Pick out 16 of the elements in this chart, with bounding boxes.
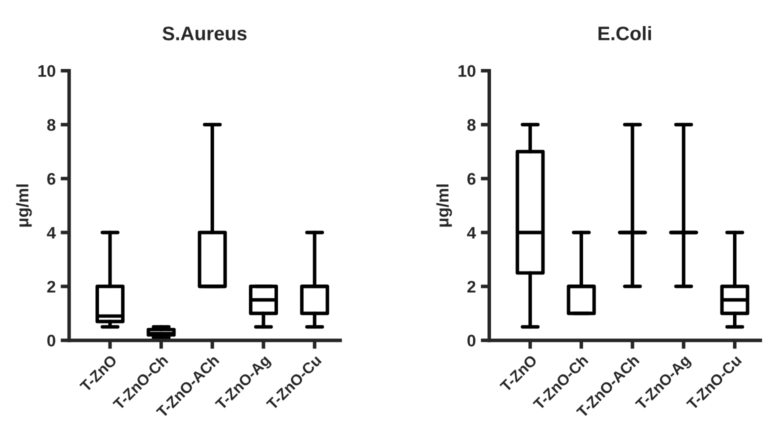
y-axis-title: μg/ml bbox=[436, 184, 452, 227]
y-tick-label: 8 bbox=[467, 119, 476, 131]
y-tick-label: 0 bbox=[47, 334, 56, 347]
y-tick-label: 10 bbox=[458, 65, 476, 77]
y-tick-label: 2 bbox=[47, 280, 56, 292]
y-tick-label: 0 bbox=[467, 334, 476, 347]
chart-title: E.Coli bbox=[598, 26, 651, 40]
y-tick-label: 6 bbox=[467, 172, 476, 185]
y-tick-label: 4 bbox=[46, 227, 56, 239]
y-tick-label: 6 bbox=[47, 172, 56, 185]
y-tick-label: 10 bbox=[38, 65, 56, 77]
y-axis-title: μg/ml bbox=[16, 184, 32, 227]
y-tick-label: 4 bbox=[467, 227, 476, 239]
chart-title: S.Aureus bbox=[162, 26, 247, 40]
y-tick-label: 2 bbox=[467, 280, 476, 292]
y-tick-label: 8 bbox=[47, 119, 56, 131]
